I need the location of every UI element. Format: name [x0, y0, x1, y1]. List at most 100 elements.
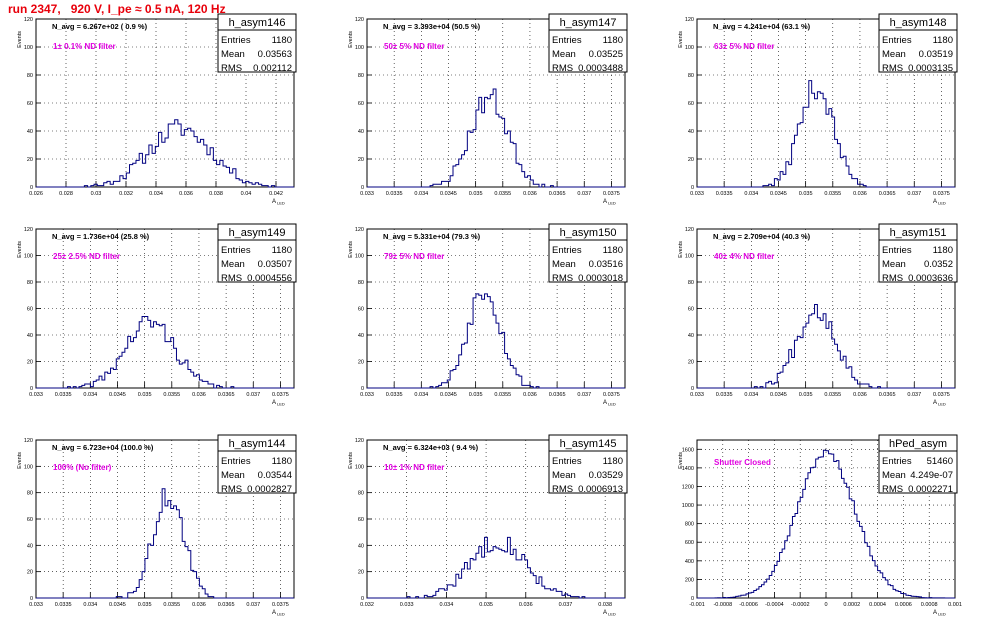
y-tick-label: 1200 — [682, 484, 694, 490]
x-tick-label: 0.0355 — [824, 392, 841, 398]
y-tick-label: 60 — [358, 517, 364, 523]
x-tick-label: 0.0365 — [218, 602, 235, 608]
y-tick-label: 1600 — [682, 447, 694, 453]
histogram-name: h_asym144 — [229, 438, 286, 450]
y-tick-label: 0 — [30, 386, 33, 392]
filter-note: 25± 2.5% ND filter — [53, 252, 120, 261]
filter-note: 1± 0.1% ND filter — [53, 42, 116, 51]
histogram-name: h_asym147 — [560, 17, 617, 29]
x-tick-label: 0.0365 — [879, 191, 896, 197]
x-tick-label: 0.033 — [400, 602, 414, 608]
x-tick-label: 0.0375 — [933, 191, 950, 197]
x-tick-label: 0.0365 — [218, 392, 235, 398]
histogram-panel: -0.001 -0.0008 -0.0006 -0.0004 -0.0002 0 0.000… — [678, 434, 962, 617]
histogram-name: h_asym149 — [229, 227, 286, 239]
stats-entries-label: Entries — [552, 35, 582, 46]
histogram-panel: 0.033 0.0335 0.034 0.0345 0.035 0.0355 0.036 0.… — [348, 13, 628, 206]
y-tick-label: 120 — [685, 227, 694, 233]
x-tick-label: -0.001 — [689, 602, 705, 608]
x-axis-label: ALED — [603, 400, 616, 407]
stats-box — [548, 13, 628, 73]
histogram-bars — [697, 80, 955, 188]
stats-rms-value: 0.0006913 — [578, 484, 623, 495]
y-tick-label: 0 — [691, 596, 694, 602]
y-tick-label: 1400 — [682, 466, 694, 472]
x-tick-label: 0.038 — [598, 602, 612, 608]
y-tick-label: 20 — [27, 570, 33, 576]
x-tick-label: 0.033 — [690, 392, 704, 398]
stats-entries-label: Entries — [221, 245, 251, 256]
stats-mean-label: Mean — [221, 470, 245, 481]
x-tick-label: 0.0375 — [272, 392, 289, 398]
histogram-bars — [367, 88, 625, 188]
stats-entries-value: 1180 — [603, 35, 623, 46]
x-tick-label: 0.034 — [744, 392, 758, 398]
stats-box — [548, 223, 628, 283]
histogram-bars — [697, 304, 955, 389]
x-tick-label: -0.0004 — [765, 602, 784, 608]
y-tick-label: 40 — [358, 543, 364, 549]
x-tick-label: 0.0355 — [163, 392, 180, 398]
x-tick-label: 0.0365 — [549, 191, 566, 197]
x-tick-label: 0.0335 — [386, 191, 403, 197]
y-tick-label: 80 — [688, 73, 694, 79]
stats-box — [878, 434, 958, 494]
filter-note: 79± 5% ND filter — [384, 252, 444, 261]
stats-entries-label: Entries — [221, 456, 251, 467]
filter-note: 50± 5% ND filter — [384, 42, 444, 51]
stats-rms-label: RMS — [221, 484, 242, 495]
stats-entries-value: 1180 — [603, 456, 623, 467]
stats-rms-label: RMS — [221, 273, 242, 284]
y-tick-label: 0 — [691, 185, 694, 191]
y-axis-label: Events — [17, 241, 23, 258]
y-tick-label: 20 — [27, 360, 33, 366]
x-axis-label: ALED — [603, 199, 616, 206]
x-tick-label: 0.037 — [577, 392, 591, 398]
stats-rms-label: RMS — [882, 484, 903, 495]
y-tick-label: 20 — [27, 157, 33, 163]
y-tick-label: 60 — [688, 307, 694, 313]
y-axis-label: Events — [348, 31, 354, 48]
x-tick-label: 0.037 — [577, 191, 591, 197]
x-tick-label: 0.035 — [138, 392, 152, 398]
x-tick-label: 0.037 — [907, 392, 921, 398]
stats-mean-label: Mean — [552, 49, 576, 60]
stats-box — [548, 434, 628, 494]
y-tick-label: 40 — [27, 129, 33, 135]
navg-label: N_avg = 5.331e+04 (79.3 %) — [383, 232, 481, 241]
histogram-panel: 0.033 0.0335 0.034 0.0345 0.035 0.0355 0.036 0.… — [678, 13, 958, 206]
x-tick-label: 0 — [824, 602, 827, 608]
x-tick-label: 0.042 — [269, 191, 283, 197]
x-tick-label: 0.037 — [246, 602, 260, 608]
stats-rms-value: 0.0002271 — [908, 484, 953, 495]
y-tick-label: 20 — [358, 360, 364, 366]
x-axis-label: ALED — [933, 199, 946, 206]
x-tick-label: 0.036 — [179, 191, 193, 197]
x-tick-label: 0.04 — [241, 191, 252, 197]
stats-entries-label: Entries — [552, 456, 582, 467]
histogram-name: h_asym146 — [229, 17, 286, 29]
stats-entries-value: 1180 — [933, 245, 953, 256]
stats-box — [217, 13, 297, 73]
y-axis-label: Events — [17, 452, 23, 469]
x-tick-label: 0.0008 — [921, 602, 938, 608]
x-tick-label: 0.033 — [360, 191, 374, 197]
stats-mean-value: 0.03516 — [589, 259, 623, 270]
x-tick-label: 0.0335 — [716, 392, 733, 398]
navg-label: N_avg = 1.736e+04 (25.8 %) — [52, 232, 150, 241]
histogram-panel: 0.033 0.0335 0.034 0.0345 0.035 0.0355 0.036 0.… — [348, 223, 628, 407]
stats-entries-value: 1180 — [933, 35, 953, 46]
x-tick-label: 0.0345 — [440, 392, 457, 398]
y-axis-label: Events — [678, 31, 684, 48]
histogram-name: hPed_asym — [889, 438, 947, 450]
y-tick-label: 200 — [685, 577, 694, 583]
stats-rms-label: RMS — [552, 63, 573, 74]
histogram-bars — [367, 293, 625, 389]
stats-entries-label: Entries — [221, 35, 251, 46]
x-tick-label: 0.034 — [83, 392, 97, 398]
stats-rms-value: 0.002112 — [253, 63, 292, 74]
stats-entries-value: 1180 — [272, 35, 292, 46]
y-tick-label: 80 — [27, 491, 33, 497]
y-tick-label: 60 — [688, 101, 694, 107]
